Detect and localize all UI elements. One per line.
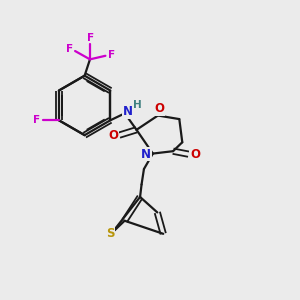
Text: O: O: [190, 148, 200, 161]
Text: H: H: [133, 100, 142, 110]
Text: F: F: [33, 115, 40, 125]
Text: S: S: [106, 227, 115, 240]
Text: N: N: [123, 106, 133, 118]
Text: O: O: [154, 103, 164, 116]
Text: N: N: [141, 148, 151, 161]
Text: F: F: [87, 33, 94, 43]
Text: F: F: [108, 50, 116, 60]
Text: O: O: [108, 129, 118, 142]
Text: F: F: [66, 44, 73, 54]
